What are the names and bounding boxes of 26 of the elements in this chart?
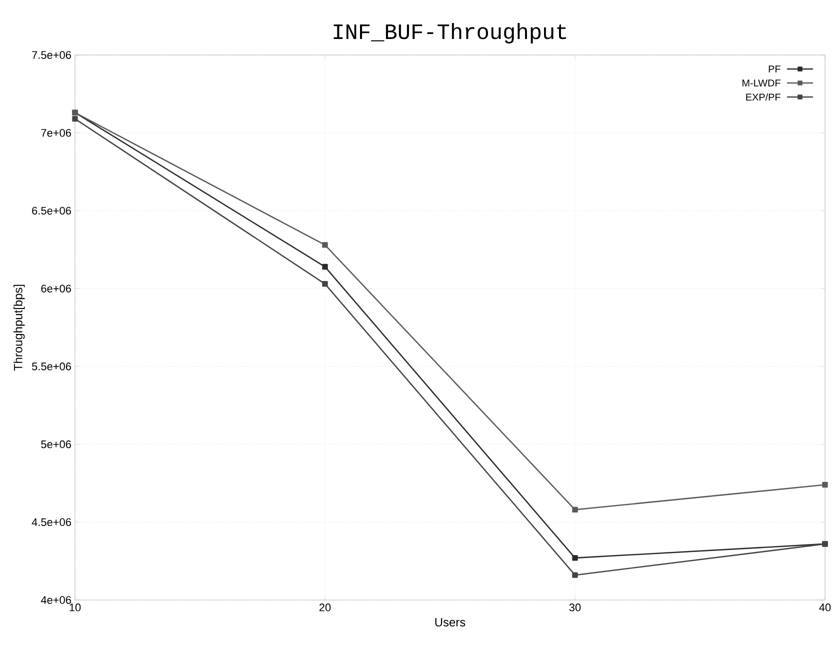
legend-label: EXP/PF — [746, 93, 780, 101]
x-tick-label: 30 — [569, 604, 581, 612]
x-tick-label: 20 — [319, 604, 331, 612]
y-tick-label: 5e+06 — [41, 440, 71, 448]
point — [572, 506, 578, 513]
point — [322, 281, 328, 287]
point — [322, 242, 328, 248]
y-tick-label: 5.5e+06 — [32, 362, 71, 370]
legend-label: PF — [768, 66, 780, 72]
point — [822, 482, 828, 488]
chart-title: INF_BUF-Throughput — [334, 23, 566, 44]
legend-label: M-LWDF — [742, 80, 780, 86]
x-axis-title: Users — [435, 618, 466, 626]
y-axis-title: Throughput[bps] — [14, 284, 25, 371]
y-tick-label: 7e+06 — [41, 128, 71, 137]
x-tick-label: 10 — [70, 604, 81, 612]
y-tick-label: 6.5e+06 — [32, 206, 71, 215]
point — [572, 572, 578, 578]
point — [322, 264, 328, 270]
point — [72, 116, 78, 122]
y-tick-label: 4.5e+06 — [32, 518, 71, 526]
y-tick-label: 7.5e+06 — [32, 51, 71, 59]
x-tick-label: 40 — [819, 604, 831, 612]
point — [572, 555, 578, 561]
y-tick-label: 6e+06 — [41, 284, 71, 292]
y-tick-label: 4e+06 — [40, 596, 71, 604]
